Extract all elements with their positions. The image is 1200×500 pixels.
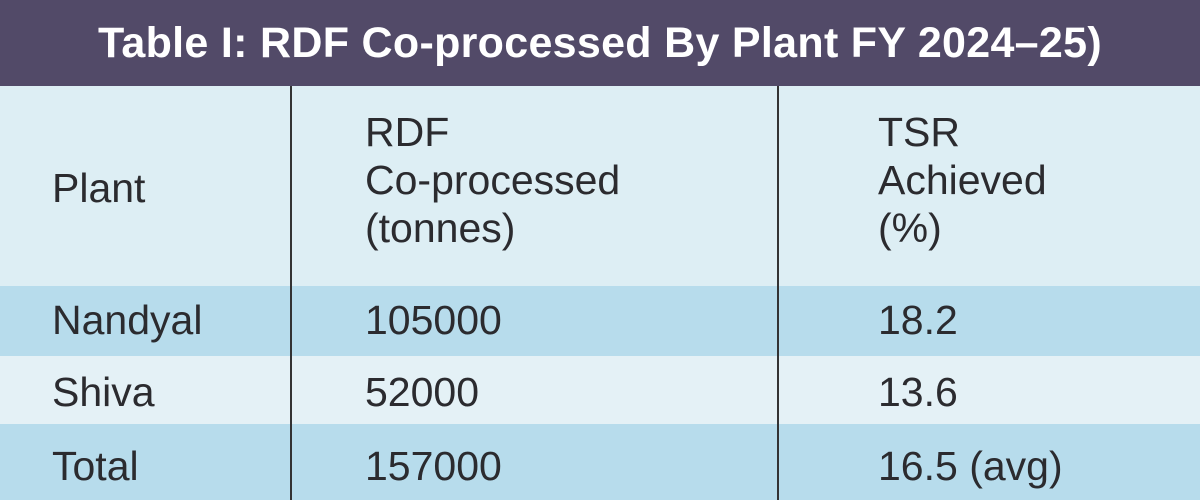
table-title: Table I: RDF Co-processed By Plant FY 20… [98,18,1102,67]
cell-tsr: 18.2 [878,297,958,343]
table-row [0,286,1200,356]
cell-rdf: 105000 [365,297,502,343]
cell-plant-total: Total [52,443,139,489]
cell-tsr-total: 16.5 (avg) [878,443,1063,489]
header-rdf-line: RDF [365,109,450,155]
table-row [0,356,1200,424]
header-rdf-line: Co-processed [365,157,621,203]
column-divider [290,86,292,500]
cell-rdf-total: 157000 [365,443,502,489]
cell-tsr: 13.6 [878,369,958,415]
cell-plant: Nandyal [52,297,203,343]
header-tsr-line: (%) [878,205,942,251]
header-rdf-coprocessed: RDF Co-processed (tonnes) [365,108,765,252]
cell-rdf: 52000 [365,369,480,415]
table-header-row [0,86,1200,286]
header-rdf-line: (tonnes) [365,205,516,251]
header-plant: Plant [52,165,146,211]
header-tsr-line: TSR [878,109,960,155]
header-tsr-achieved: TSR Achieved (%) [878,108,1178,252]
table-row [0,424,1200,500]
table-title-bar: Table I: RDF Co-processed By Plant FY 20… [0,0,1200,86]
header-tsr-line: Achieved [878,157,1047,203]
cell-plant: Shiva [52,369,155,415]
column-divider [777,86,779,500]
